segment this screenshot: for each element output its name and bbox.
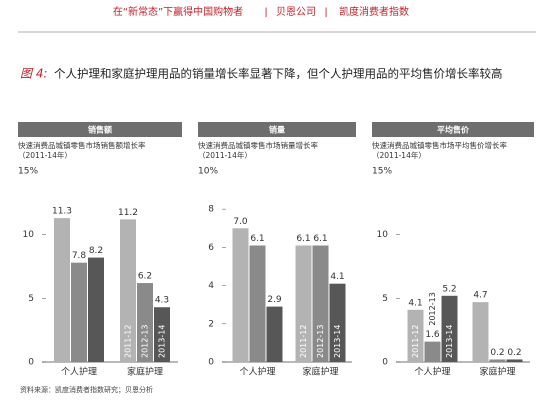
- chart-title: 销售额: [88, 125, 112, 135]
- chart-title: 销量: [269, 125, 285, 135]
- y-tick-label: 2: [208, 319, 214, 329]
- y-tick-label: 5: [382, 294, 388, 304]
- legend-label: 2011-12: [124, 325, 133, 358]
- figure-label: 图 4:: [20, 67, 48, 81]
- bar: [137, 283, 153, 362]
- value-label: 2.9: [267, 295, 282, 305]
- header-item: 凯度消费者指数: [339, 5, 409, 18]
- bar: [88, 257, 104, 362]
- value-label: 7.8: [72, 251, 87, 261]
- chart-period: （2011-14年）: [198, 150, 252, 160]
- panel-header: [18, 122, 182, 137]
- bar: [266, 306, 283, 362]
- legend-label: 2012-13: [428, 292, 437, 325]
- value-label: 4.7: [473, 291, 487, 301]
- header-item: 在“新常态”下赢得中国购物者: [113, 5, 243, 18]
- chart-title: 平均售价: [437, 125, 470, 135]
- bar: [54, 218, 70, 362]
- x-tick-label: 个人护理: [414, 366, 450, 378]
- bar: [295, 245, 312, 362]
- header-sep: |: [264, 7, 267, 18]
- value-label: 8.2: [89, 246, 103, 256]
- y-tick-label: 4: [208, 281, 214, 291]
- bar: [120, 219, 136, 362]
- x-tick-label: 家庭护理: [302, 366, 338, 378]
- y-tick-label: 15%: [18, 167, 38, 177]
- value-label: 1.6: [425, 330, 440, 340]
- y-tick-label: 6: [208, 243, 214, 253]
- x-tick-label: 家庭护理: [479, 366, 515, 378]
- header-sep: |: [324, 7, 327, 18]
- chart-period: （2011-14年）: [372, 150, 426, 160]
- y-tick-label: 10: [23, 230, 35, 240]
- chart-subtitle: 快速消费品城镇零售市场销售额增长率: [18, 140, 146, 150]
- legend-label: 2013-14: [158, 325, 167, 358]
- value-label: 11.2: [118, 208, 138, 218]
- bar: [472, 302, 489, 362]
- y-tick-label: 0: [208, 358, 214, 368]
- legend-label: 2013-14: [333, 325, 342, 358]
- panel-header: [198, 122, 356, 137]
- value-label: 0.2: [490, 348, 504, 358]
- x-tick-label: 个人护理: [239, 366, 275, 378]
- bar: [232, 228, 249, 362]
- value-label: 6.1: [250, 234, 264, 244]
- y-tick-label: 10: [377, 230, 389, 240]
- source: 资料来源：凯度消费者指数研究；贝恩分析: [20, 385, 153, 394]
- x-tick-label: 家庭护理: [127, 366, 163, 378]
- value-label: 4.1: [408, 298, 422, 308]
- figure-title: 个人护理和家庭护理用品的销量增长率显著下降，但个人护理用品的平均售价增长率较高: [54, 67, 503, 81]
- bar: [154, 307, 170, 362]
- value-label: 6.1: [296, 234, 310, 244]
- value-label: 0.2: [507, 348, 521, 358]
- y-tick-label: 8: [208, 205, 214, 215]
- panel-header: [372, 122, 534, 137]
- value-label: 5.2: [442, 284, 456, 294]
- value-label: 6.2: [138, 272, 152, 282]
- chart-period: （2011-14年）: [18, 150, 72, 160]
- bar: [489, 359, 506, 362]
- bar: [71, 262, 87, 362]
- bar: [249, 245, 266, 362]
- header-item: 贝恩公司: [276, 6, 316, 18]
- y-tick-label: 0: [28, 358, 34, 368]
- bar: [506, 359, 523, 362]
- value-label: 6.1: [313, 234, 327, 244]
- bar: [441, 295, 458, 362]
- y-tick-label: 0: [382, 358, 388, 368]
- legend-label: 2011-12: [299, 325, 308, 358]
- chart-subtitle: 快速消费品城镇零售市场平均售价增长率: [372, 140, 507, 150]
- bar: [312, 245, 329, 362]
- y-tick-label: 5: [28, 294, 34, 304]
- legend-label: 2012-13: [141, 325, 150, 358]
- bar: [329, 283, 346, 362]
- chart-subtitle: 快速消费品城镇零售市场销量增长率: [198, 140, 318, 150]
- legend-label: 2011-12: [411, 325, 420, 358]
- y-tick-label: 10%: [198, 167, 218, 177]
- legend-label: 2013-14: [445, 325, 454, 358]
- legend-label: 2012-13: [316, 325, 325, 358]
- value-label: 4.3: [155, 296, 169, 306]
- value-label: 11.3: [52, 207, 72, 217]
- value-label: 4.1: [330, 272, 344, 282]
- bar: [407, 309, 424, 362]
- bar: [424, 341, 441, 362]
- x-tick-label: 个人护理: [61, 366, 97, 378]
- value-label: 7.0: [233, 217, 248, 227]
- y-tick-label: 15%: [372, 167, 392, 177]
